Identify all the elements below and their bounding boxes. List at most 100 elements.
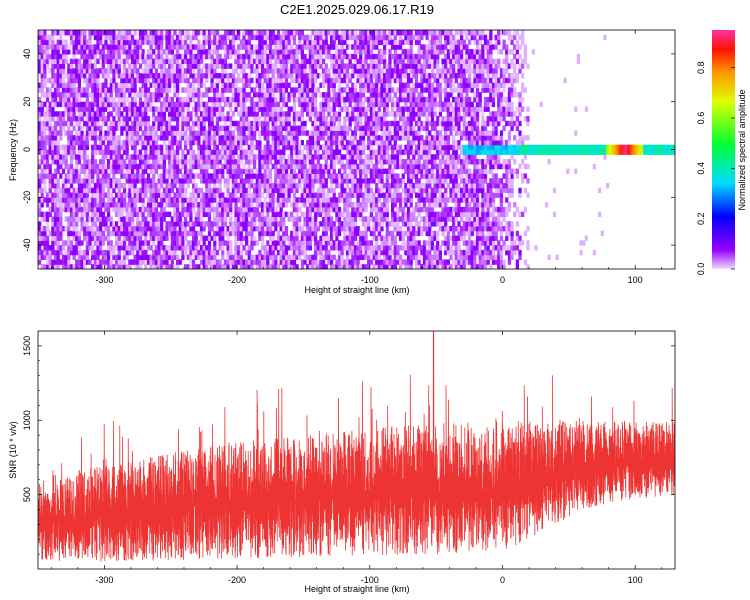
heatmap-cell bbox=[207, 221, 212, 227]
heatmap-cell bbox=[258, 178, 262, 184]
heatmap-cell bbox=[128, 92, 132, 98]
heatmap-cell bbox=[356, 259, 360, 265]
heatmap-cell bbox=[345, 34, 350, 41]
heatmap-cell bbox=[221, 202, 225, 208]
heatmap-cell bbox=[282, 178, 286, 184]
heatmap-cell bbox=[107, 240, 111, 246]
heatmap-cell bbox=[311, 53, 315, 60]
heatmap-cell bbox=[319, 125, 323, 131]
heatmap-cell bbox=[43, 245, 47, 251]
heatmap-cell bbox=[138, 264, 143, 269]
heatmap-cell bbox=[48, 192, 52, 198]
heatmap-cell bbox=[136, 249, 140, 256]
heatmap-cell bbox=[229, 139, 233, 146]
heatmap-cell bbox=[141, 245, 145, 251]
heatmap-cell bbox=[327, 44, 331, 50]
heatmap-cell bbox=[162, 82, 166, 88]
heatmap-cell bbox=[191, 178, 196, 184]
heatmap-cell bbox=[340, 68, 344, 74]
heatmap-cell bbox=[274, 111, 278, 117]
heatmap-cell bbox=[64, 149, 68, 155]
heatmap-cell bbox=[295, 249, 299, 256]
heatmap-cell bbox=[231, 139, 235, 146]
heatmap-cell bbox=[282, 73, 286, 79]
heatmap-cell bbox=[197, 230, 201, 237]
heatmap-cell bbox=[337, 58, 342, 65]
heatmap-cell bbox=[229, 230, 233, 237]
heatmap-cell bbox=[149, 264, 153, 269]
heatmap-cell bbox=[207, 240, 212, 246]
heatmap-cell bbox=[284, 254, 289, 261]
heatmap-cell bbox=[268, 235, 273, 241]
heatmap-cell bbox=[202, 159, 206, 165]
heatmap-cell bbox=[61, 259, 66, 265]
heatmap-cell bbox=[133, 254, 137, 261]
heatmap-cell bbox=[69, 101, 74, 108]
heatmap-cell bbox=[263, 77, 267, 84]
heatmap-cell bbox=[149, 259, 153, 265]
heatmap-cell bbox=[335, 30, 339, 36]
heatmap-cell bbox=[258, 211, 262, 218]
heatmap-cell bbox=[308, 163, 312, 170]
heatmap-cell bbox=[284, 39, 289, 45]
heatmap-cell bbox=[160, 192, 164, 198]
heatmap-cell bbox=[48, 116, 52, 122]
heatmap-cell bbox=[154, 221, 159, 227]
heatmap-cell bbox=[332, 149, 336, 155]
heatmap-cell bbox=[170, 144, 174, 151]
heatmap-cell bbox=[292, 192, 297, 198]
heatmap-cell bbox=[136, 58, 140, 65]
heatmap-cell bbox=[144, 63, 148, 69]
heatmap-cell bbox=[353, 225, 358, 232]
heatmap-cell bbox=[322, 197, 326, 203]
heatmap-cell bbox=[93, 58, 97, 65]
heatmap-cell bbox=[80, 53, 84, 60]
heatmap-cell bbox=[345, 111, 350, 117]
heatmap-cell bbox=[125, 178, 129, 184]
heatmap-cell bbox=[207, 120, 212, 127]
heatmap-cell bbox=[165, 130, 169, 136]
heatmap-cell bbox=[239, 235, 243, 241]
heatmap-cell bbox=[130, 139, 135, 146]
heatmap-cell bbox=[91, 168, 95, 174]
heatmap-cell bbox=[266, 149, 270, 155]
heatmap-cell bbox=[80, 49, 84, 55]
heatmap-cell bbox=[268, 149, 273, 155]
heatmap-cell bbox=[245, 53, 249, 60]
heatmap-cell bbox=[173, 125, 177, 131]
heatmap-cell bbox=[215, 206, 220, 213]
heatmap-cell bbox=[229, 120, 233, 127]
heatmap-cell bbox=[48, 197, 52, 203]
heatmap-cell bbox=[303, 221, 307, 227]
heatmap-cell bbox=[136, 154, 140, 160]
heatmap-cell bbox=[351, 87, 355, 93]
heatmap-cell bbox=[316, 245, 320, 251]
heatmap-cell bbox=[343, 264, 347, 269]
heatmap-cell bbox=[295, 58, 299, 65]
heatmap-cell bbox=[170, 39, 174, 45]
heatmap-cell bbox=[157, 240, 161, 246]
heatmap-cell bbox=[85, 125, 90, 131]
heatmap-cell bbox=[290, 130, 294, 136]
heatmap-cell bbox=[255, 106, 259, 112]
heatmap-cell bbox=[221, 92, 225, 98]
heatmap-cell bbox=[300, 96, 305, 103]
heatmap-cell bbox=[45, 116, 50, 122]
heatmap-cell bbox=[186, 58, 190, 65]
heatmap-cell bbox=[263, 202, 267, 208]
heatmap-cell bbox=[69, 68, 74, 74]
heatmap-cell bbox=[91, 216, 95, 222]
heatmap-cell bbox=[154, 192, 159, 198]
heatmap-cell bbox=[260, 216, 265, 222]
heatmap-cell bbox=[343, 73, 347, 79]
heatmap-cell bbox=[237, 34, 241, 41]
heatmap-cell bbox=[67, 163, 71, 170]
heatmap-cell bbox=[266, 245, 270, 251]
heatmap-cell bbox=[239, 202, 243, 208]
heatmap-cell bbox=[136, 135, 140, 141]
heatmap-cell bbox=[38, 144, 42, 151]
heatmap-cell bbox=[266, 206, 270, 213]
heatmap-cell bbox=[122, 230, 127, 237]
heatmap-cell bbox=[64, 197, 68, 203]
heatmap-cell bbox=[181, 77, 185, 84]
